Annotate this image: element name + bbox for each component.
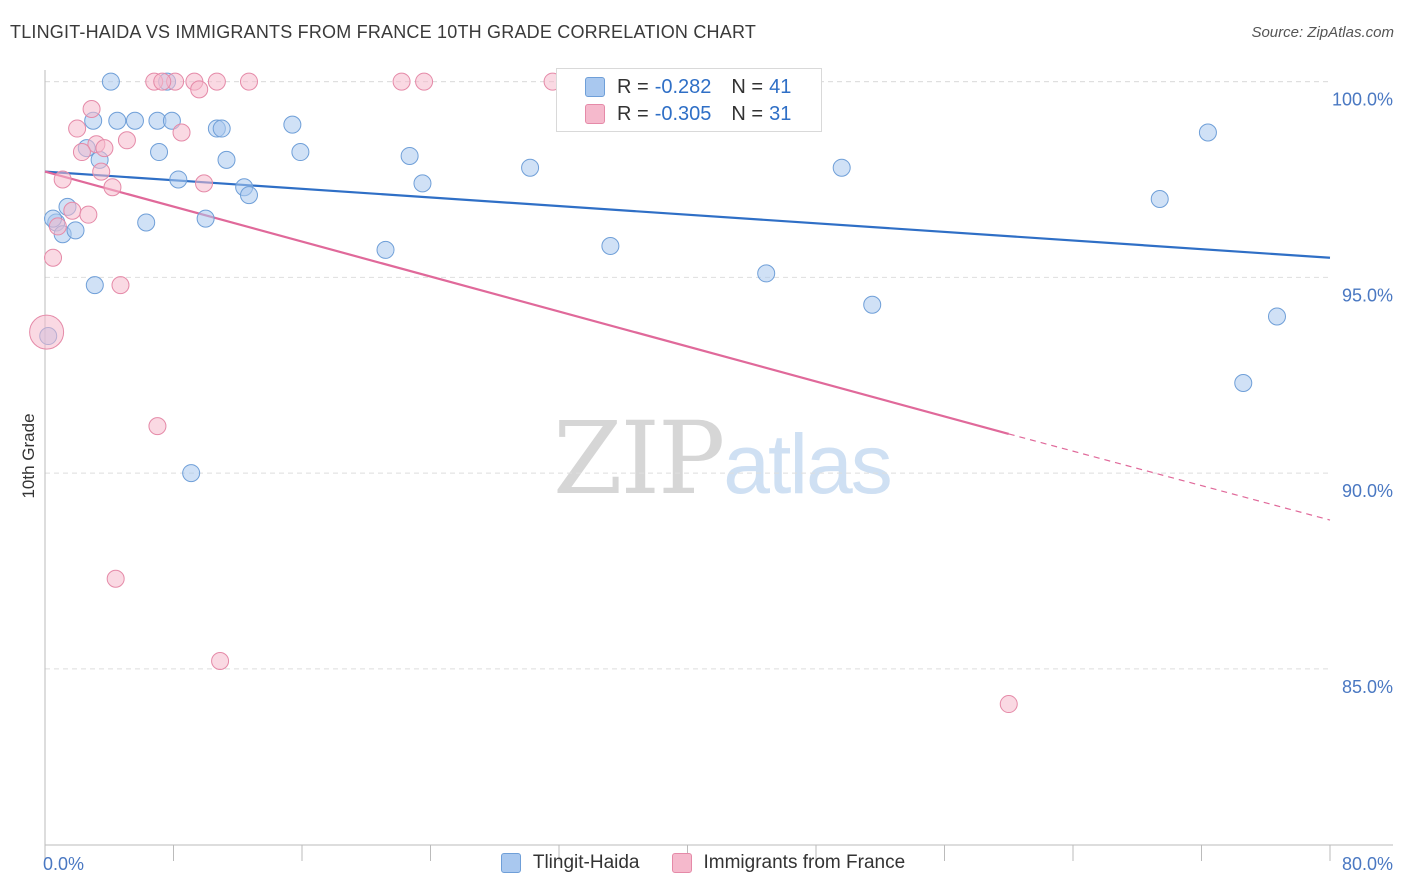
series-swatch-tlingit (500, 853, 521, 873)
data-points (29, 72, 1286, 714)
point-immigrants-france (148, 417, 167, 436)
watermark-zip: ZIP (553, 400, 725, 517)
point-tlingit-haida (400, 146, 419, 165)
point-tlingit-haida (169, 170, 188, 189)
axes (44, 70, 1393, 861)
point-immigrants-france (92, 162, 111, 181)
x-tick-label-min: 0.0% (43, 854, 84, 874)
point-tlingit-haida (162, 111, 181, 130)
point-immigrants-france (392, 72, 411, 91)
point-tlingit-haida (1234, 374, 1253, 393)
point-immigrants-france (79, 205, 98, 224)
point-immigrants-france (190, 80, 209, 99)
point-immigrants-france (44, 248, 63, 267)
y-tick-label: 85.0% (1342, 677, 1393, 697)
n-value: 31 (769, 102, 792, 125)
point-immigrants-france (172, 123, 191, 142)
point-tlingit-haida (137, 213, 156, 232)
point-tlingit-haida (291, 143, 310, 162)
y-tick-label: 95.0% (1342, 285, 1393, 305)
point-immigrants-france (29, 314, 65, 350)
point-tlingit-haida (757, 264, 776, 283)
point-tlingit-haida (66, 221, 85, 240)
point-tlingit-haida (217, 150, 236, 169)
y-tick-label: 90.0% (1342, 481, 1393, 501)
point-immigrants-france (207, 72, 226, 91)
gridlines (45, 81, 1330, 670)
point-immigrants-france (111, 276, 130, 295)
r-label: R = (617, 102, 649, 125)
chart-title: TLINGIT-HAIDA VS IMMIGRANTS FROM FRANCE … (10, 22, 757, 42)
point-tlingit-haida (212, 119, 231, 138)
series-legend-item-tlingit[interactable]: Tlingit-Haida (500, 852, 640, 874)
point-immigrants-france (211, 651, 230, 670)
legend-swatch-tlingit (585, 77, 605, 97)
stats-legend-row-tlingit: R = -0.282 N = 41 (557, 74, 791, 100)
point-tlingit-haida (125, 111, 144, 130)
y-axis-label: 10th Grade (19, 413, 38, 498)
y-tick-label: 100.0% (1332, 90, 1393, 110)
source-label: Source: ZipAtlas.com (1251, 24, 1394, 41)
n-value: 41 (769, 75, 792, 98)
point-tlingit-haida (1267, 307, 1286, 326)
point-tlingit-haida (1150, 190, 1169, 209)
legend-swatch-france (585, 104, 605, 124)
point-immigrants-france (72, 143, 91, 162)
stats-legend-row-france: R = -0.305 N = 31 (557, 101, 791, 127)
x-tick-label-max: 80.0% (1342, 854, 1393, 874)
point-immigrants-france (195, 174, 214, 193)
point-immigrants-france (239, 72, 258, 91)
stats-legend: R = -0.282 N = 41 R = -0.305 N = 31 (556, 68, 822, 132)
point-immigrants-france (95, 139, 114, 158)
point-tlingit-haida (108, 111, 127, 130)
point-tlingit-haida (239, 186, 258, 205)
series-legend: Tlingit-Haida Immigrants from France (0, 852, 1406, 874)
watermark-atlas: atlas (723, 417, 892, 511)
series-name-tlingit: Tlingit-Haida (532, 852, 640, 873)
point-tlingit-haida (1198, 123, 1217, 142)
n-label: N = (731, 75, 764, 98)
point-tlingit-haida (196, 209, 215, 228)
point-immigrants-france (153, 72, 172, 91)
trend-line-tlingit-haida (44, 170, 1331, 259)
watermark: ZIPatlas (553, 400, 893, 517)
trend-lines (44, 170, 1331, 521)
point-tlingit-haida (521, 158, 540, 177)
trend-line-extension-immigrants-france (1008, 433, 1331, 521)
point-tlingit-haida (376, 240, 395, 259)
point-immigrants-france (68, 119, 87, 138)
point-tlingit-haida (283, 115, 302, 134)
point-immigrants-france (999, 695, 1018, 714)
series-name-france: Immigrants from France (703, 852, 906, 873)
point-immigrants-france (53, 170, 72, 189)
series-legend-item-france[interactable]: Immigrants from France (671, 852, 906, 874)
n-label: N = (731, 102, 764, 125)
point-tlingit-haida (150, 143, 169, 162)
point-tlingit-haida (413, 174, 432, 193)
tick-labels: 85.0% 90.0% 95.0% 100.0% 0.0% 80.0% 10th Grade (19, 90, 1393, 874)
point-tlingit-haida (863, 295, 882, 314)
r-label: R = (617, 75, 649, 98)
r-value: -0.305 (654, 102, 712, 125)
point-immigrants-france (415, 72, 434, 91)
point-tlingit-haida (832, 158, 851, 177)
r-value: -0.282 (654, 75, 712, 98)
point-immigrants-france (106, 569, 125, 588)
point-immigrants-france (103, 178, 122, 197)
point-immigrants-france (48, 217, 67, 236)
point-tlingit-haida (182, 464, 201, 483)
point-immigrants-france (63, 201, 82, 220)
point-tlingit-haida (85, 276, 104, 295)
series-swatch-france (671, 853, 692, 873)
point-immigrants-france (82, 99, 101, 118)
point-tlingit-haida (601, 237, 620, 256)
point-tlingit-haida (101, 72, 120, 91)
point-immigrants-france (117, 131, 136, 150)
